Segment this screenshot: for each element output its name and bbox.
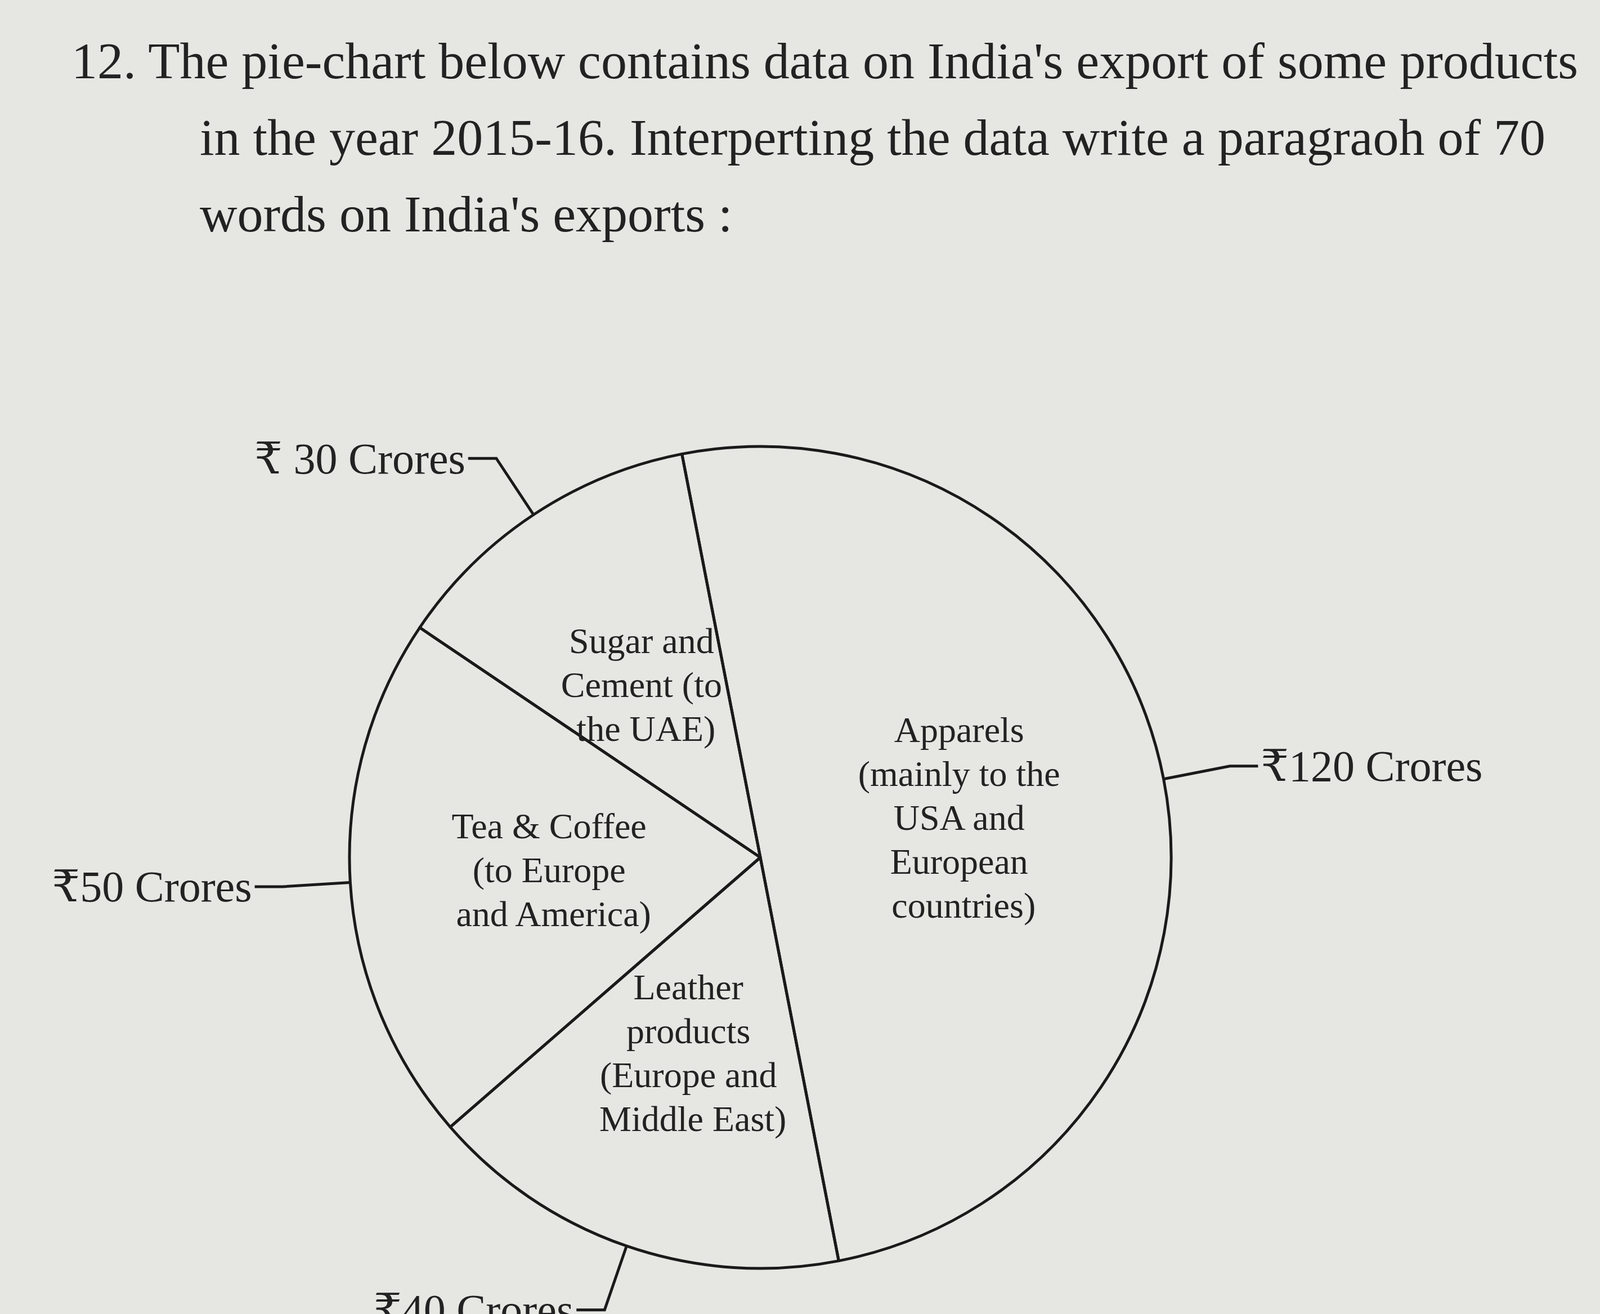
svg-text:₹120 Crores: ₹120 Crores	[1260, 741, 1483, 791]
svg-text:₹50 Crores: ₹50 Crores	[52, 861, 253, 911]
svg-text:products: products	[626, 1010, 760, 1051]
svg-text:countries): countries)	[891, 885, 1036, 926]
svg-text:₹40 Crores: ₹40 Crores	[373, 1284, 574, 1314]
svg-text:Sugar and: Sugar and	[568, 620, 724, 661]
svg-text:(to Europe: (to Europe	[472, 849, 635, 890]
svg-text:Middle East): Middle East)	[599, 1098, 787, 1139]
html-text:12. The pie-chart below contai: 12. The pie-chart below contains data on…	[71, 32, 1579, 243]
svg-text:European: European	[890, 841, 1038, 882]
svg-text:USA and: USA and	[893, 797, 1034, 838]
svg-text:Leather: Leather	[633, 966, 752, 1007]
svg-text:and America): and America)	[455, 893, 652, 934]
svg-text:the UAE): the UAE)	[576, 708, 716, 749]
svg-text:₹ 30 Crores: ₹ 30 Crores	[254, 433, 466, 483]
svg-text:Apparels: Apparels	[894, 709, 1034, 750]
svg-text:Tea & Coffee: Tea & Coffee	[451, 805, 656, 846]
svg-text:Cement (to: Cement (to	[561, 664, 732, 705]
svg-text:(mainly to the: (mainly to the	[858, 753, 1070, 794]
svg-text:(Europe and: (Europe and	[599, 1054, 787, 1095]
